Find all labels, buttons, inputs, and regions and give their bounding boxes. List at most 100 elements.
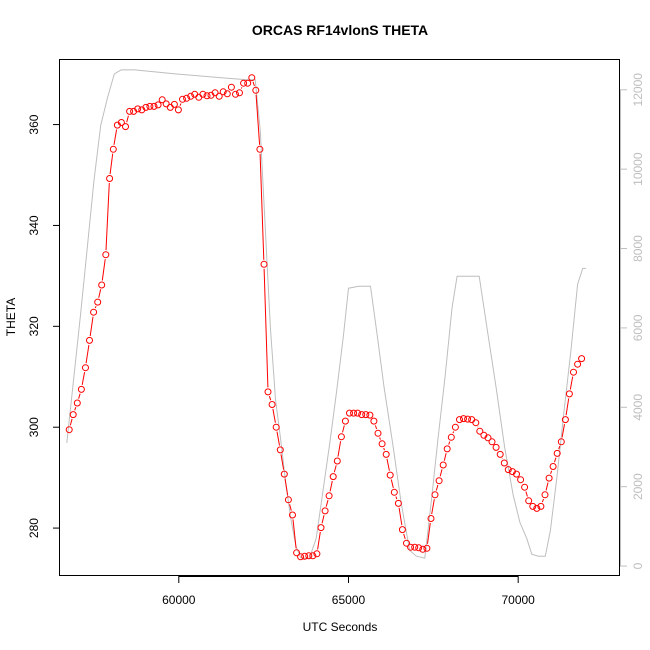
theta-point: [394, 499, 402, 507]
theta-point: [276, 446, 284, 454]
theta-point: [289, 511, 296, 519]
theta-line-segment: [255, 94, 261, 145]
theta-line-segment: [427, 522, 431, 544]
theta-line-segment: [85, 344, 90, 364]
theta-line-segment: [554, 457, 557, 463]
theta-point: [447, 433, 455, 441]
chart-title: ORCAS RF14vlonS THETA: [252, 22, 428, 38]
theta-point: [541, 491, 549, 499]
theta-point: [223, 90, 231, 98]
right-y-tick-label: 6000: [631, 314, 645, 341]
theta-point: [268, 401, 276, 408]
theta-line-segment: [431, 499, 435, 515]
theta-point: [109, 145, 117, 153]
theta-point: [464, 415, 472, 423]
theta-point: [533, 504, 541, 512]
theta-line-segment: [289, 504, 292, 511]
theta-point: [102, 251, 110, 259]
theta-point: [252, 86, 260, 94]
y-tick-label: 340: [27, 215, 41, 235]
theta-point: [419, 545, 427, 553]
theta-point: [366, 411, 374, 419]
theta-point: [126, 107, 134, 115]
theta-point: [415, 544, 423, 552]
theta-point: [346, 409, 353, 417]
theta-line-segment: [109, 153, 114, 175]
theta-point: [199, 90, 207, 98]
theta-point: [150, 102, 158, 110]
theta-point: [183, 94, 191, 102]
right-y-tick-label: 4000: [631, 394, 645, 421]
theta-point: [256, 145, 264, 153]
theta-point: [117, 119, 125, 126]
theta-point: [82, 364, 89, 372]
theta-point: [427, 515, 435, 522]
theta-line-segment: [333, 465, 337, 473]
theta-line-segment: [101, 259, 106, 281]
theta-point: [578, 355, 586, 363]
y-tick-label: 300: [27, 417, 41, 437]
theta-line-segment: [561, 424, 565, 438]
right-y-tick-label: 12000: [631, 73, 645, 107]
theta-point: [500, 459, 508, 467]
theta-point: [570, 368, 577, 376]
theta-point: [443, 445, 451, 453]
theta-line-segment: [452, 431, 455, 434]
theta-point: [561, 416, 569, 424]
y-tick-label: 280: [27, 518, 41, 538]
theta-line-segment: [280, 454, 285, 470]
theta-point: [90, 308, 98, 316]
theta-point: [496, 450, 504, 458]
theta-point: [537, 502, 545, 510]
theta-point: [134, 105, 142, 113]
theta-point: [244, 79, 252, 87]
theta-point: [337, 433, 345, 441]
theta-point: [301, 552, 309, 560]
plot-area: [59, 59, 620, 576]
theta-point: [203, 92, 211, 100]
theta-series: [65, 74, 586, 561]
right-y-tick-label: 2000: [631, 473, 645, 500]
theta-line-segment: [78, 393, 81, 399]
theta-line-segment: [105, 182, 110, 251]
theta-point: [390, 488, 398, 496]
theta-point: [411, 543, 419, 551]
theta-point: [293, 549, 301, 557]
theta-point: [195, 93, 203, 101]
theta-line-segment: [113, 129, 118, 145]
theta-point: [215, 92, 223, 100]
theta-point: [386, 471, 394, 479]
theta-point: [313, 550, 321, 558]
theta-point: [476, 427, 484, 435]
theta-point: [553, 449, 561, 457]
theta-point: [407, 543, 415, 551]
theta-point: [492, 443, 500, 451]
theta-line-segment: [69, 418, 73, 426]
theta-line-segment: [435, 484, 439, 491]
theta-point: [122, 123, 129, 131]
x-tick-label: 70000: [501, 593, 535, 607]
theta-point: [86, 336, 93, 344]
theta-point: [358, 411, 366, 419]
theta-point: [321, 507, 329, 515]
theta-line-segment: [317, 531, 321, 550]
theta-point: [545, 474, 553, 482]
theta-line-segment: [541, 498, 544, 503]
theta-point: [488, 438, 496, 446]
y-tick-label: 320: [27, 316, 41, 336]
theta-point: [398, 526, 406, 534]
theta-point: [264, 388, 272, 396]
theta-line-segment: [383, 447, 385, 451]
x-axis-label: UTC Seconds: [303, 620, 378, 634]
y-axis: 280 300 320 340 360: [27, 114, 60, 538]
theta-point: [484, 434, 492, 442]
theta-point: [309, 552, 317, 560]
theta-point: [362, 411, 370, 419]
theta-point: [435, 477, 443, 485]
theta-line-segment: [321, 515, 325, 524]
theta-point: [240, 79, 248, 87]
theta-point: [370, 417, 378, 425]
theta-line-segment: [558, 445, 561, 450]
theta-line-segment: [284, 478, 289, 496]
theta-point: [423, 544, 431, 552]
